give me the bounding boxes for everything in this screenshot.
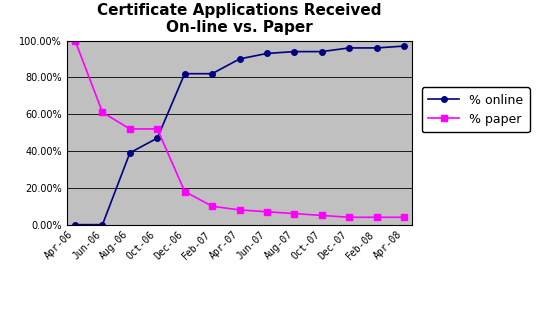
% paper (72, 39, 79, 42)
% paper (400, 215, 407, 219)
% paper (373, 215, 380, 219)
% online (346, 46, 353, 50)
% paper (154, 127, 160, 131)
% online (72, 223, 79, 227)
% paper (291, 212, 297, 216)
% paper (99, 110, 106, 114)
% online (99, 223, 106, 227)
% online (154, 136, 160, 140)
% online (400, 44, 407, 48)
Line: % paper: % paper (72, 38, 407, 220)
% paper (319, 213, 325, 217)
Line: % online: % online (72, 43, 407, 227)
% paper (346, 215, 353, 219)
Title: Certificate Applications Received
On-line vs. Paper: Certificate Applications Received On-lin… (97, 3, 382, 35)
% online (373, 46, 380, 50)
% paper (209, 204, 216, 208)
% paper (182, 190, 188, 193)
% paper (263, 210, 270, 214)
% online (263, 51, 270, 55)
% paper (126, 127, 133, 131)
% paper (236, 208, 243, 212)
% online (182, 72, 188, 76)
% online (291, 50, 297, 53)
% online (236, 57, 243, 61)
% online (209, 72, 216, 76)
% online (126, 151, 133, 155)
% online (319, 50, 325, 53)
Legend: % online, % paper: % online, % paper (422, 87, 530, 132)
